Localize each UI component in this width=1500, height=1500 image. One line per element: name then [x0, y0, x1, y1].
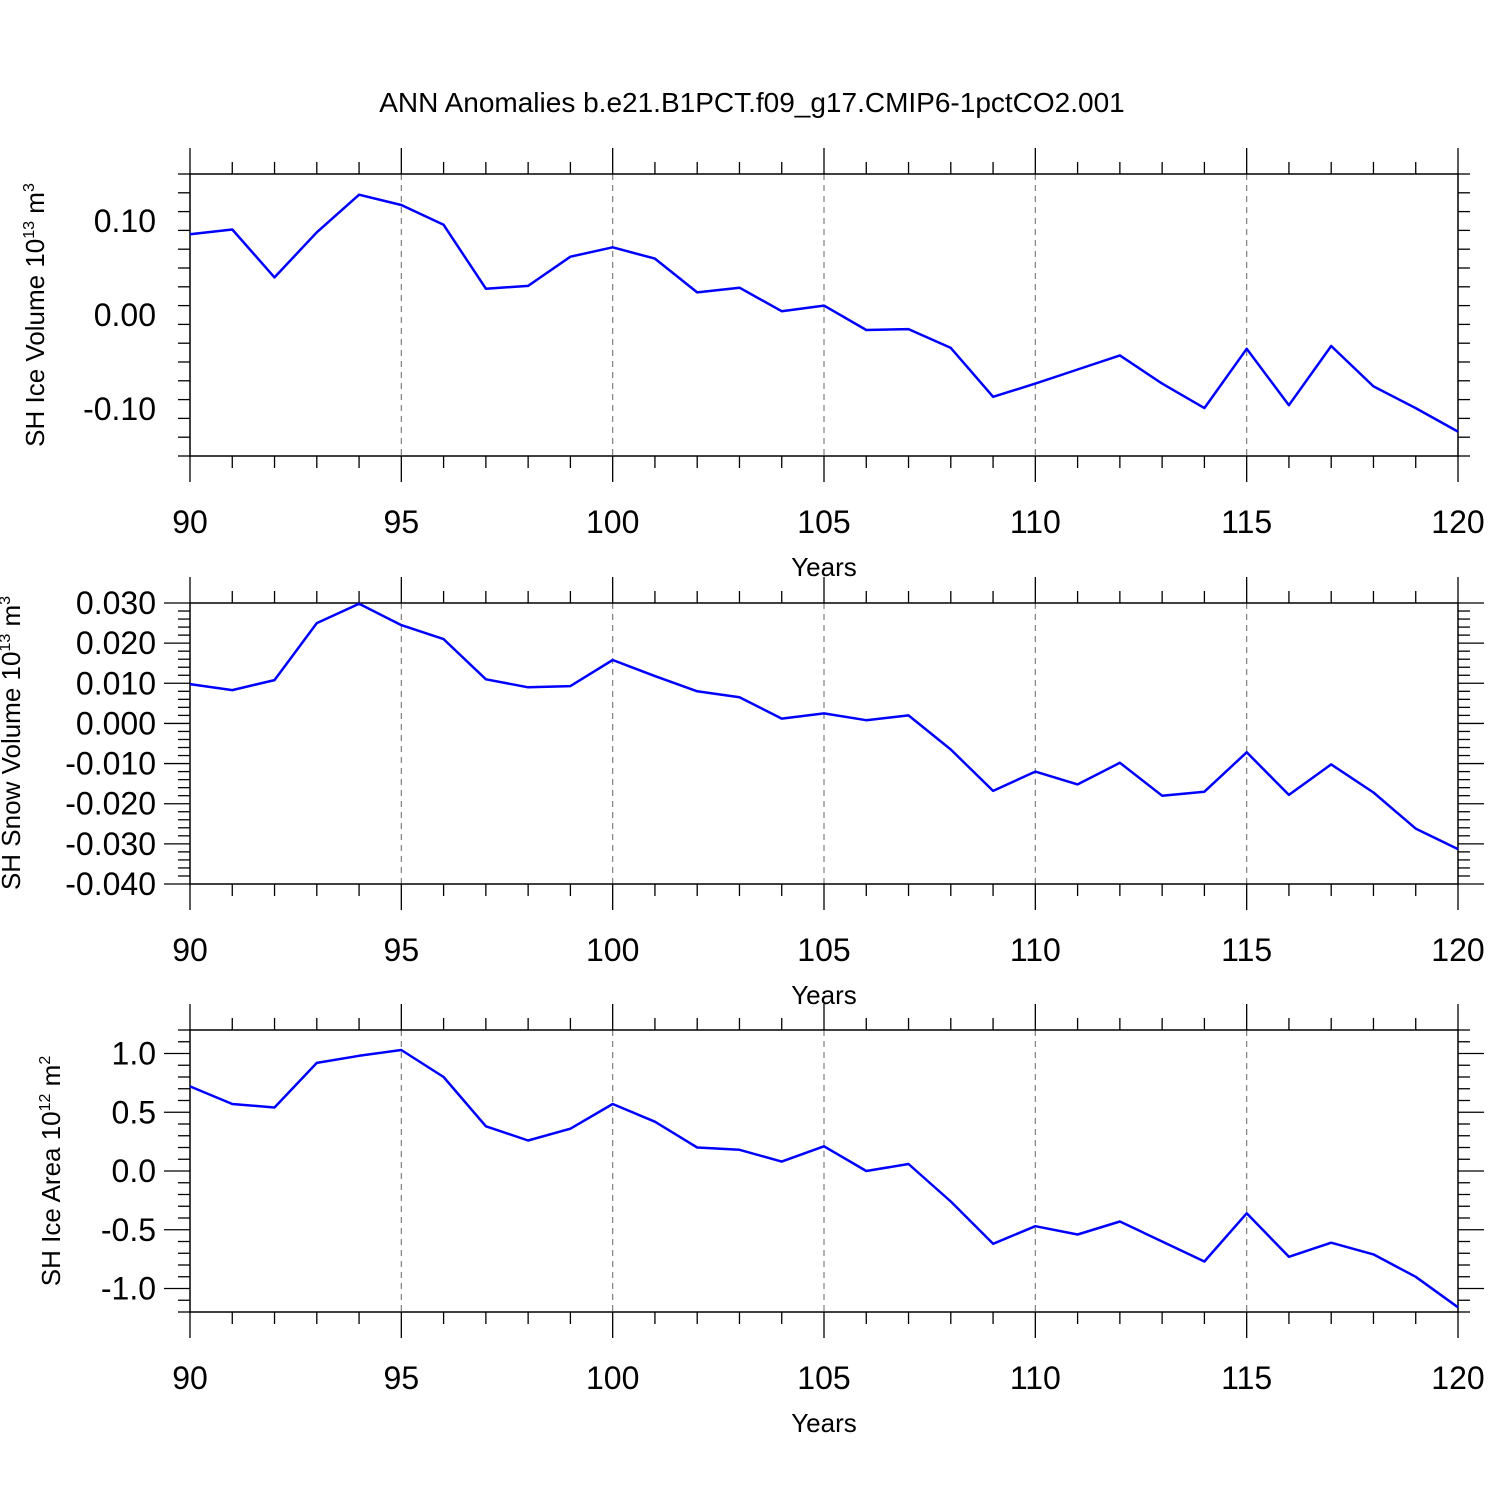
x-tick-label: 90 [172, 1360, 208, 1396]
y-axis-label: SH Snow Volume 1013 m3 [0, 596, 26, 890]
x-axis-label: Years [791, 1408, 857, 1438]
x-tick-label: 120 [1431, 1360, 1484, 1396]
series-line [189, 193, 1459, 433]
y-axis-label: SH Ice Volume 1013 m3 [20, 183, 50, 447]
series-line [189, 1048, 1459, 1309]
y-tick-label: -0.5 [101, 1212, 156, 1248]
x-tick-label: 120 [1431, 504, 1484, 540]
x-tick-label: 105 [797, 504, 850, 540]
series-line [189, 602, 1459, 851]
y-tick-label: 1.0 [112, 1036, 156, 1072]
x-tick-label: 100 [586, 1360, 639, 1396]
figure-title: ANN Anomalies b.e21.B1PCT.f09_g17.CMIP6-… [379, 87, 1125, 118]
y-tick-label: 0.00 [94, 297, 156, 333]
y-tick-label: 0.000 [76, 705, 156, 741]
y-tick-label: -0.030 [65, 826, 156, 862]
x-tick-label: 90 [172, 504, 208, 540]
y-tick-label: 0.5 [112, 1094, 156, 1130]
y-tick-label: 0.030 [76, 585, 156, 621]
x-tick-label: 95 [384, 932, 420, 968]
y-tick-label: 0.10 [94, 203, 156, 239]
y-tick-label: -0.040 [65, 866, 156, 902]
x-tick-label: 110 [1010, 1360, 1061, 1396]
x-tick-label: 100 [586, 504, 639, 540]
x-tick-label: 110 [1010, 504, 1061, 540]
panel-sh-snow-volume: SH Snow Volume 1013 m3 Years 90951001051… [0, 577, 1485, 1010]
x-tick-label: 120 [1431, 932, 1484, 968]
x-tick-label: 95 [384, 1360, 420, 1396]
panel-sh-ice-volume: SH Ice Volume 1013 m3 Years 90 95 100 105 11… [20, 148, 1485, 582]
x-tick-label: 90 [172, 932, 208, 968]
x-tick-label: 95 [384, 504, 420, 540]
x-tick-label: 115 [1221, 932, 1272, 968]
y-tick-label: 0.0 [112, 1153, 156, 1189]
x-tick-label: 115 [1221, 504, 1272, 540]
x-tick-label: 110 [1010, 932, 1061, 968]
panel-sh-ice-area: SH Ice Area 1012 m2 Years 90 95 100 105 110 1… [36, 1004, 1485, 1438]
x-tick-label: 105 [797, 1360, 850, 1396]
y-tick-label: -1.0 [101, 1271, 156, 1307]
x-tick-label: 105 [797, 932, 850, 968]
x-tick-label: 115 [1221, 1360, 1272, 1396]
y-tick-label: -0.010 [65, 746, 156, 782]
y-axis-label: SH Ice Area 1012 m2 [36, 1056, 66, 1287]
y-tick-label: -0.020 [65, 786, 156, 822]
x-tick-label: 100 [586, 932, 639, 968]
y-tick-label: 0.010 [76, 665, 156, 701]
y-tick-label: -0.10 [83, 391, 156, 427]
y-tick-label: 0.020 [76, 625, 156, 661]
